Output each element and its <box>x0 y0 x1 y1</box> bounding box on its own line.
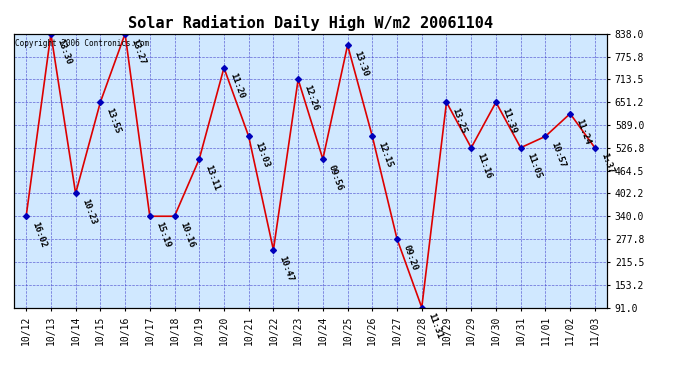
Text: 1:37: 1:37 <box>599 152 615 175</box>
Text: 13:11: 13:11 <box>204 163 221 192</box>
Text: Copyright 2006 Contronics.com: Copyright 2006 Contronics.com <box>15 39 149 48</box>
Text: 13:27: 13:27 <box>129 38 147 66</box>
Text: 11:24: 11:24 <box>574 118 592 146</box>
Text: 13:03: 13:03 <box>253 141 270 169</box>
Text: 09:20: 09:20 <box>401 243 419 272</box>
Text: 13:30: 13:30 <box>352 49 369 78</box>
Text: 11:39: 11:39 <box>500 106 518 135</box>
Text: 12:15: 12:15 <box>377 141 394 169</box>
Text: 16:02: 16:02 <box>30 220 48 249</box>
Text: 13:25: 13:25 <box>451 106 469 135</box>
Text: 11:16: 11:16 <box>475 152 493 180</box>
Text: 13:55: 13:55 <box>104 106 122 135</box>
Text: 11:31: 11:31 <box>426 312 444 340</box>
Text: 13:30: 13:30 <box>55 38 72 66</box>
Title: Solar Radiation Daily High W/m2 20061104: Solar Radiation Daily High W/m2 20061104 <box>128 15 493 31</box>
Text: 15:19: 15:19 <box>154 220 172 249</box>
Text: 10:57: 10:57 <box>549 141 567 169</box>
Text: 10:23: 10:23 <box>80 198 97 226</box>
Text: 11:20: 11:20 <box>228 72 246 100</box>
Text: 11:05: 11:05 <box>525 152 542 180</box>
Text: 09:56: 09:56 <box>327 163 345 192</box>
Text: 10:16: 10:16 <box>179 220 197 249</box>
Text: 10:47: 10:47 <box>277 254 295 282</box>
Text: 12:26: 12:26 <box>302 84 320 112</box>
